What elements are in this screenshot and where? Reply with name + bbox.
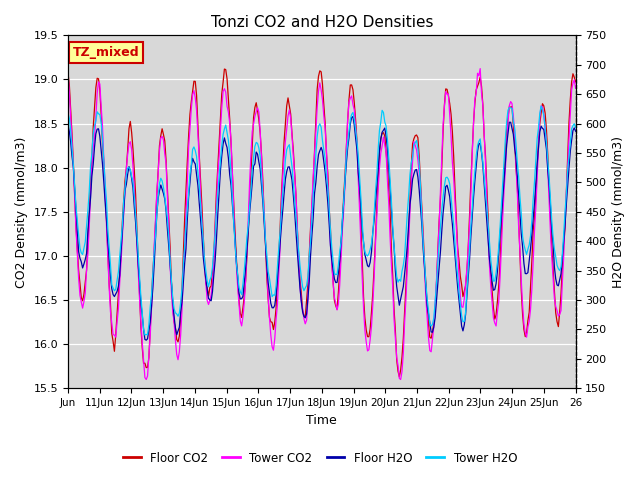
Line: Tower CO2: Tower CO2: [68, 69, 575, 380]
Floor CO2: [221, 66, 228, 72]
Floor H2O: [570, 125, 578, 131]
Tower H2O: [428, 323, 435, 329]
Tower CO2: [64, 72, 72, 77]
Floor H2O: [326, 243, 334, 249]
Tower H2O: [572, 125, 579, 131]
Tower CO2: [570, 77, 578, 83]
Floor H2O: [81, 257, 89, 263]
Tower H2O: [141, 332, 148, 338]
Tower CO2: [97, 104, 105, 109]
Floor CO2: [572, 79, 579, 84]
Tower H2O: [64, 110, 72, 116]
Floor CO2: [97, 111, 105, 117]
Line: Floor CO2: Floor CO2: [68, 69, 575, 377]
Tower CO2: [476, 66, 484, 72]
Floor H2O: [142, 337, 150, 343]
Text: TZ_mixed: TZ_mixed: [73, 46, 140, 59]
Line: Tower H2O: Tower H2O: [68, 106, 575, 335]
Tower CO2: [326, 240, 334, 246]
Floor CO2: [504, 114, 512, 120]
Floor CO2: [429, 329, 436, 335]
Tower CO2: [504, 120, 512, 125]
Floor H2O: [64, 122, 72, 128]
Tower H2O: [81, 239, 89, 245]
Floor CO2: [326, 225, 334, 231]
Title: Tonzi CO2 and H2O Densities: Tonzi CO2 and H2O Densities: [211, 15, 433, 30]
Tower H2O: [503, 119, 511, 125]
Floor H2O: [429, 329, 436, 335]
Legend: Floor CO2, Tower CO2, Floor H2O, Tower H2O: Floor CO2, Tower CO2, Floor H2O, Tower H…: [118, 447, 522, 469]
Floor H2O: [572, 128, 579, 134]
Floor CO2: [396, 374, 403, 380]
Floor CO2: [570, 74, 578, 80]
Line: Floor H2O: Floor H2O: [68, 117, 575, 340]
Tower CO2: [142, 377, 150, 383]
Tower H2O: [570, 121, 578, 127]
Floor CO2: [81, 279, 89, 285]
Floor H2O: [349, 114, 356, 120]
Tower H2O: [97, 120, 105, 126]
Tower CO2: [572, 85, 579, 91]
Tower CO2: [428, 349, 435, 355]
Floor H2O: [504, 131, 512, 136]
Floor H2O: [97, 147, 105, 153]
Tower H2O: [538, 103, 545, 109]
Tower H2O: [326, 227, 334, 233]
Floor CO2: [64, 70, 72, 76]
Tower CO2: [81, 290, 89, 296]
Y-axis label: CO2 Density (mmol/m3): CO2 Density (mmol/m3): [15, 136, 28, 288]
X-axis label: Time: Time: [307, 414, 337, 427]
Y-axis label: H2O Density (mmol/m3): H2O Density (mmol/m3): [612, 136, 625, 288]
